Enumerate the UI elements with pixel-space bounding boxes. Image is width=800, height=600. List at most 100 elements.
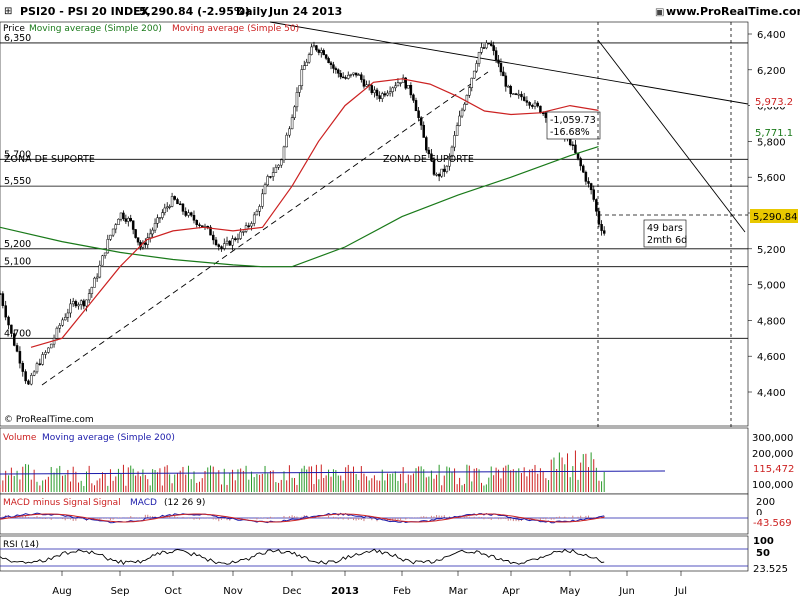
- candle-body: [305, 61, 308, 66]
- candle-body: [189, 212, 193, 216]
- price-y-tick-label: 4,800: [757, 316, 786, 327]
- candle-body: [163, 207, 167, 213]
- candle-body: [280, 159, 283, 166]
- candle-body: [252, 214, 256, 224]
- candle-body: [122, 212, 125, 219]
- header-bar: [0, 0, 800, 22]
- candle-body: [315, 45, 318, 51]
- support-level-label: 6,350: [4, 33, 31, 44]
- icon-camera[interactable]: ▣: [655, 7, 664, 18]
- volume-value-tag: [750, 462, 796, 475]
- candle-body: [509, 85, 512, 95]
- x-tick-label: Sep: [111, 586, 130, 597]
- candle-body: [244, 225, 248, 232]
- candle-body: [7, 316, 10, 326]
- candle-body: [407, 85, 410, 89]
- candle-body: [79, 300, 83, 305]
- candle-body: [472, 70, 476, 79]
- copyright: © ProRealTime.com: [4, 415, 94, 425]
- candle-body: [212, 234, 215, 241]
- candle-body: [373, 89, 376, 94]
- candle-body: [49, 343, 53, 349]
- candle-body: [209, 226, 212, 236]
- chart-date: Jun 24 2013: [268, 5, 342, 18]
- candle-body: [117, 218, 120, 225]
- price-y-tick-label: 5,000: [757, 281, 786, 292]
- zona-suporte-mid: ZONA DE SUPORTE: [383, 154, 474, 165]
- candle-body: [173, 196, 176, 200]
- price-candles: [0, 40, 606, 386]
- candle-body: [417, 110, 420, 118]
- drop-abs: -1,059.73: [550, 115, 596, 126]
- rsi-line: [0, 548, 605, 566]
- candle-body: [485, 42, 488, 49]
- candle-body: [15, 345, 19, 352]
- candle-body: [161, 212, 164, 218]
- candle-body: [109, 234, 112, 240]
- candle-body: [165, 206, 169, 209]
- candle-body: [290, 117, 294, 130]
- candle-body: [158, 217, 162, 219]
- candle-body: [502, 71, 505, 77]
- rsi-value: 23.525: [753, 564, 788, 575]
- candle-body: [375, 89, 379, 96]
- candle-body: [517, 93, 521, 96]
- icon-expand[interactable]: ⊞: [4, 6, 12, 17]
- candle-body: [600, 224, 603, 231]
- support-lines: 6,350 5,700 5,550 5,200 5,100 4,700: [0, 33, 748, 339]
- candle-body: [404, 77, 407, 89]
- candle-body: [192, 215, 196, 221]
- candle-body: [448, 156, 451, 167]
- rsi-value-tag: [750, 562, 796, 575]
- candle-body: [531, 105, 534, 107]
- candle-body: [223, 243, 226, 249]
- candle-body: [98, 264, 102, 278]
- rsi-tick-100: 100: [753, 536, 774, 547]
- candle-body: [602, 230, 606, 234]
- x-tick-label: May: [560, 586, 581, 597]
- candle-body: [443, 168, 446, 172]
- candle-body: [584, 171, 588, 182]
- candle-body: [242, 231, 245, 233]
- candle-body: [176, 199, 179, 205]
- candle-body: [184, 211, 187, 216]
- candle-body: [101, 255, 104, 266]
- candle-body: [396, 82, 400, 87]
- candle-body: [463, 103, 466, 111]
- candle-body: [32, 371, 36, 376]
- macd-params: (12 26 9): [164, 498, 205, 508]
- macd-tick-200: 200: [756, 497, 775, 508]
- candle-body: [334, 68, 338, 71]
- volume-tick-300k: 300,000: [752, 433, 793, 444]
- candle-body: [198, 224, 201, 226]
- candle-body: [220, 246, 223, 249]
- site-url[interactable]: www.ProRealTime.com: [666, 5, 800, 18]
- candle-body: [597, 211, 601, 225]
- rsi-tick-50: 50: [756, 548, 770, 559]
- price-y-tick-label: 5,200: [757, 245, 786, 256]
- legend-ma200: Moving average (Simple 200): [29, 24, 162, 34]
- drop-box: [546, 111, 601, 140]
- candle-body: [432, 160, 436, 175]
- candle-body: [574, 144, 577, 154]
- chart-title: PSI20 - PSI 20 INDEX: [20, 5, 150, 18]
- candle-body: [111, 228, 115, 236]
- macd-value: -43.569: [753, 518, 792, 529]
- candle-body: [587, 181, 590, 184]
- candle-body: [255, 211, 259, 216]
- support-level-label: 5,200: [4, 239, 31, 250]
- x-tick-label: Aug: [52, 586, 72, 597]
- candle-body: [327, 58, 330, 63]
- last-price-value: 5,290.84: [753, 212, 798, 223]
- candle-body: [329, 62, 333, 65]
- price-y-tick-label: 5,600: [757, 173, 786, 184]
- volume-label: Volume: [3, 433, 37, 443]
- candle-body: [394, 85, 397, 89]
- candle-body: [455, 125, 459, 136]
- candle-body: [236, 238, 240, 240]
- candle-body: [354, 72, 358, 76]
- candle-body: [579, 158, 582, 167]
- candle-body: [63, 317, 67, 321]
- candle-body: [1, 293, 5, 306]
- candle-body: [178, 203, 182, 206]
